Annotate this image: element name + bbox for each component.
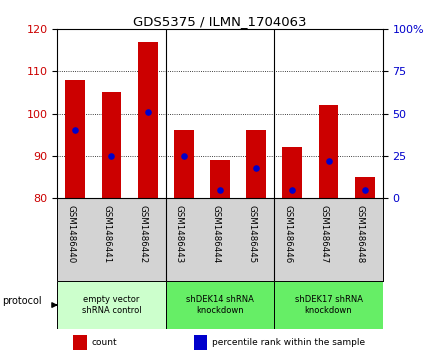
Bar — [138, 42, 158, 198]
Point — [144, 109, 151, 115]
Bar — [174, 130, 194, 198]
Text: empty vector
shRNA control: empty vector shRNA control — [82, 295, 141, 315]
Bar — [166, 281, 274, 330]
Text: shDEK17 shRNA
knockdown: shDEK17 shRNA knockdown — [294, 295, 363, 315]
Text: GSM1486440: GSM1486440 — [66, 205, 75, 263]
Bar — [210, 160, 230, 198]
Point — [180, 153, 187, 159]
Bar — [355, 177, 375, 198]
Point — [72, 127, 79, 133]
Point — [253, 165, 260, 171]
Title: GDS5375 / ILMN_1704063: GDS5375 / ILMN_1704063 — [133, 15, 307, 28]
Point — [289, 187, 296, 192]
Text: GSM1486443: GSM1486443 — [175, 205, 184, 263]
Point — [216, 187, 224, 192]
Text: GSM1486448: GSM1486448 — [356, 205, 365, 263]
Text: GSM1486445: GSM1486445 — [247, 205, 256, 263]
Point — [325, 158, 332, 164]
Point — [361, 187, 368, 192]
Text: GSM1486442: GSM1486442 — [139, 205, 148, 263]
Text: GSM1486444: GSM1486444 — [211, 205, 220, 263]
Bar — [246, 130, 266, 198]
Bar — [66, 80, 85, 198]
Bar — [274, 281, 383, 330]
Text: percentile rank within the sample: percentile rank within the sample — [212, 338, 365, 347]
Text: protocol: protocol — [2, 297, 42, 306]
Bar — [319, 105, 338, 198]
Bar — [282, 147, 302, 198]
Bar — [73, 335, 87, 351]
Bar — [57, 281, 166, 330]
Bar — [102, 93, 121, 198]
Text: GSM1486446: GSM1486446 — [283, 205, 292, 263]
Text: GSM1486441: GSM1486441 — [103, 205, 111, 263]
Bar — [194, 335, 207, 351]
Text: GSM1486447: GSM1486447 — [319, 205, 329, 263]
Point — [108, 153, 115, 159]
Text: shDEK14 shRNA
knockdown: shDEK14 shRNA knockdown — [186, 295, 254, 315]
Text: count: count — [92, 338, 117, 347]
